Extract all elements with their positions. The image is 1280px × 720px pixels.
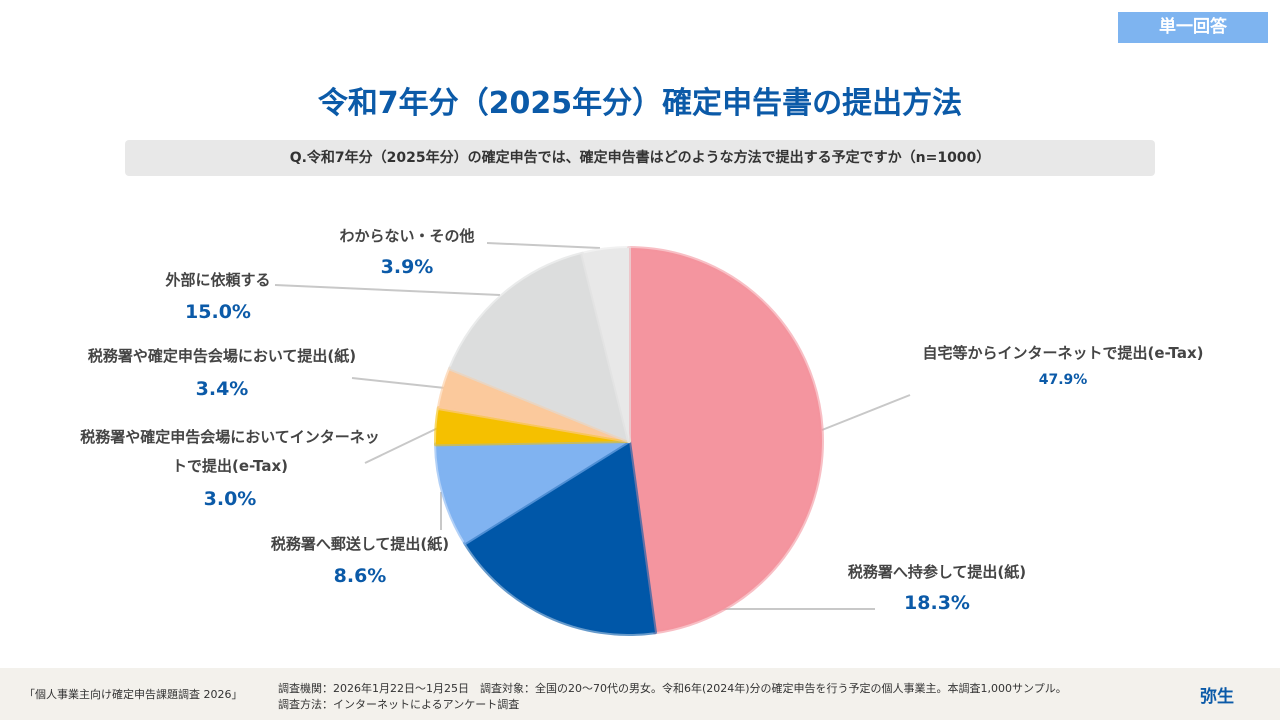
category-label: わからない・その他 [339,227,475,245]
footer-line: 調査機関：2026年1月22日～1月25日 調査対象：全国の20～70代の男女。… [278,682,1067,695]
category-label: 自宅等からインターネットで提出(e-Tax) [922,344,1204,362]
category-label: 税務署や確定申告会場においてインターネットで提出(e-Tax) [80,428,380,475]
logo: 弥生 [1200,687,1234,707]
value-label: 3.0% [203,488,257,510]
category-label: 外部に依頼する [165,271,271,289]
chart-title: 令和7年分（2025年分）確定申告書の提出方法 [317,86,963,121]
pie-slice [434,439,631,546]
leader-line [351,377,446,389]
category-label: 税務署や確定申告会場において提出(紙) [87,347,357,365]
question: Q.令和7年分（2025年分）の確定申告では、確定申告書はどのような方法で提出す… [125,140,1155,176]
pie-slice [627,246,824,635]
pie-slice [463,439,657,636]
pie-slice [448,251,631,443]
category-label: 税務署へ持参して提出(紙) [847,563,1027,581]
value-label: 15.0% [185,301,251,323]
footer-source: 「個人事業主向け確定申告課題調査 2026」 [24,688,243,701]
category-label: 税務署へ郵送して提出(紙) [270,535,450,553]
value-label: 3.9% [380,256,434,278]
leader-line [821,394,911,431]
leader-line [486,242,601,249]
footer-line: 調査方法：インターネットによるアンケート調査 [278,698,520,711]
leader-line [274,284,501,296]
badge: 単一回答 [1118,12,1268,43]
value-label: 18.3% [904,592,970,614]
footer: 「個人事業主向け確定申告課題調査 2026」 調査機関：2026年1月22日～1… [0,668,1280,720]
pie-slice [580,246,631,443]
value-label: 3.4% [195,378,249,400]
leader-line [364,426,441,464]
chart [274,242,911,636]
value-label: 47.9% [1038,372,1088,388]
value-label: 8.6% [333,565,387,587]
